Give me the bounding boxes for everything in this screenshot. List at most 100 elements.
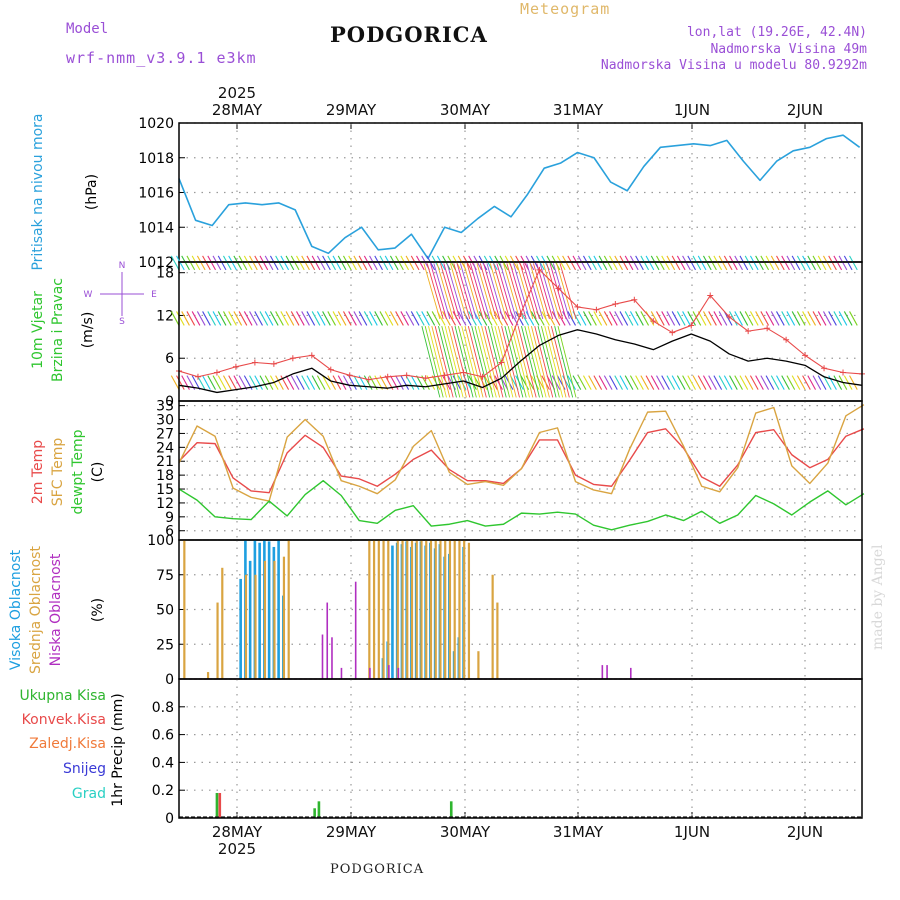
wind-barb-lower	[562, 375, 571, 390]
wind-barb-hatch	[428, 326, 447, 398]
wind-barb-middle	[410, 311, 420, 326]
wind-barb-hatch	[504, 326, 524, 398]
wind-barb-lower	[395, 375, 404, 390]
wind-barb-middle	[629, 311, 639, 326]
wind-barb-lower	[749, 375, 759, 390]
wind-barb-lower	[739, 375, 749, 390]
wind-barb-lower	[322, 375, 331, 390]
bottom-day-label: 28MAY	[212, 823, 263, 841]
wind-barb-lower	[176, 375, 185, 390]
wind-barb-upper	[222, 255, 232, 271]
wind-barb-upper	[828, 255, 837, 271]
compass-w: W	[84, 290, 93, 300]
wind-barb-upper	[520, 255, 530, 271]
wind-barb-upper	[791, 255, 801, 271]
cloud-mid-bar	[491, 574, 494, 679]
wind-barb-lower	[671, 375, 681, 390]
wind-gust-marker	[270, 360, 277, 367]
wind-barb-middle	[828, 311, 837, 326]
wind-barb-upper	[697, 255, 707, 271]
wind-barb-upper	[619, 255, 629, 271]
lonlat-label: lon,lat (19.26E, 42.4N)	[686, 25, 867, 40]
wind-barb-hatch-upper	[486, 263, 504, 320]
wind-barb-lower	[744, 375, 754, 390]
cloud-mid-bar	[382, 540, 385, 679]
wind-barb-middle	[702, 311, 712, 326]
wind-barb-middle	[593, 311, 603, 326]
wind-barb-hatch	[491, 326, 511, 398]
wind-barb-middle	[744, 311, 754, 326]
temp-2m-line	[178, 428, 865, 494]
wind-barb-middle	[588, 311, 597, 326]
wind-barb-lower	[290, 375, 300, 390]
wind-barb-middle	[421, 311, 430, 326]
wind-barb-middle	[822, 311, 832, 326]
wind-gust-marker	[403, 372, 410, 379]
wind-barb-middle	[682, 311, 691, 326]
wind-barb-lower	[202, 375, 211, 390]
wind-barb-lower	[640, 375, 650, 390]
bottom-year-label: 2025	[218, 840, 256, 858]
wind-barb-hatch-upper	[539, 263, 557, 320]
wind-barb-upper	[374, 255, 383, 271]
wind-barb-lower	[228, 375, 237, 390]
precip-axis-label: 1hr Precip (mm)	[110, 693, 126, 806]
precip-ytick-label: 0.2	[152, 783, 174, 799]
wind-barb-hatch-upper	[459, 263, 477, 320]
wind-barb-upper	[196, 255, 206, 271]
wind-barb-lower	[849, 375, 858, 390]
wind-barb-upper	[238, 255, 248, 271]
precip-total-bar	[313, 808, 316, 818]
wind-barb-middle	[661, 311, 670, 326]
wind-barb-lower	[301, 375, 310, 390]
wind-barb-middle	[494, 311, 503, 326]
wind-barb-lower	[713, 375, 723, 390]
wind-gust-marker	[251, 359, 258, 366]
wind-barb-lower	[661, 375, 670, 390]
wind-barb-middle	[635, 311, 644, 326]
elevation-label: Nadmorska Visina 49m	[710, 42, 867, 57]
cloud-ytick-label: 0	[165, 672, 174, 688]
wind-barb-middle	[416, 311, 425, 326]
wind-barb-upper	[332, 255, 342, 271]
wind-barb-lower	[786, 375, 796, 390]
top-day-label: 28MAY	[212, 101, 263, 119]
wind-barb-hatch-upper	[509, 263, 527, 320]
pressure-ytick-label: 1016	[138, 186, 174, 202]
precip-ytick-label: 0.6	[152, 728, 174, 744]
wind-gust-marker	[669, 329, 676, 336]
cloud-mid-bar	[439, 540, 442, 679]
wind-barb-middle	[765, 311, 775, 326]
wind-barb-middle	[207, 311, 217, 326]
cloud-low-bar	[331, 637, 333, 679]
wind-barb-lower	[222, 375, 232, 390]
wind-gust-marker	[688, 322, 695, 329]
wind-barb-hatch	[484, 326, 504, 398]
precip-legend-item: Zaledj.Kisa	[29, 736, 106, 752]
wind-barb-upper	[181, 255, 190, 271]
cloud-mid-bar	[429, 540, 433, 679]
cloud-low-bar	[369, 667, 371, 679]
wind-barb-upper	[682, 255, 691, 271]
model-name: wrf-nmm_v3.9.1 e3km	[66, 49, 257, 67]
wind-barb-lower	[217, 375, 227, 390]
wind-barb-upper	[525, 255, 535, 271]
wind-ytick-label: 18	[156, 266, 174, 282]
wind-barb-hatch-upper	[523, 263, 540, 320]
wind-barb-hatch-upper	[443, 263, 461, 320]
wind-barb-upper	[582, 255, 592, 271]
wind-barb-upper	[259, 255, 269, 271]
wind-gust-marker	[479, 373, 486, 380]
wind-barb-upper	[666, 255, 676, 271]
wind-barb-upper	[358, 255, 368, 271]
wind-barb-upper	[755, 255, 764, 271]
pressure-line	[178, 134, 861, 260]
wind-barb-middle	[374, 311, 383, 326]
wind-barb-upper	[327, 255, 337, 271]
precip-total-bar	[449, 801, 453, 818]
wind-barb-middle	[739, 311, 749, 326]
wind-barb-middle	[243, 311, 253, 326]
wind-barb-lower	[656, 375, 665, 390]
wind-barb-hatch-upper	[423, 263, 441, 320]
